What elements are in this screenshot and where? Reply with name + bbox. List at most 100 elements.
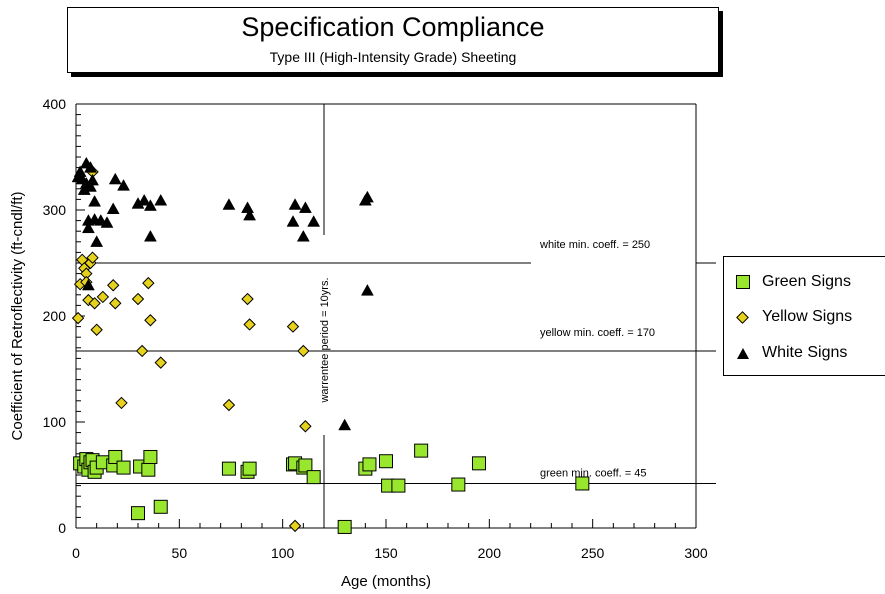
yellow-point (243, 318, 256, 331)
white-point (143, 199, 157, 211)
green-point (131, 506, 145, 521)
green-point (391, 478, 406, 493)
white-point (243, 208, 257, 221)
white-point (296, 229, 310, 242)
x-tick-label: 250 (581, 545, 605, 561)
white-point (298, 201, 312, 213)
data-points (71, 156, 590, 534)
yellow-point (286, 320, 300, 333)
yellow-point (96, 290, 110, 304)
y-axis-label: Coefficient of Retroflectivity (ft-cndl/… (9, 192, 26, 441)
yellow-point (297, 344, 310, 358)
x-tick-label: 0 (72, 545, 80, 561)
yellow-point (299, 420, 312, 433)
white-point (338, 418, 352, 431)
white-point (88, 195, 102, 207)
y-tick-label: 300 (43, 202, 67, 218)
x-tick-label: 200 (478, 545, 502, 561)
y-tick-label: 400 (43, 96, 67, 112)
label-background (531, 235, 696, 257)
white-point (241, 201, 254, 213)
yellow-point (222, 398, 236, 412)
x-axis-label: Age (months) (341, 573, 431, 590)
white-point (137, 193, 151, 206)
green-point (472, 456, 486, 471)
legend: Green Signs Yellow Signs White Signs (723, 256, 885, 376)
y-tick-label: 200 (43, 308, 67, 324)
green-point (108, 449, 123, 464)
yellow-point (131, 292, 145, 306)
yellow-point (88, 297, 101, 310)
white-point (106, 202, 120, 214)
chart-title: Specification Compliance (241, 12, 545, 42)
yellow-point (241, 292, 254, 306)
legend-label-yellow-signs: Yellow Signs (762, 308, 853, 325)
x-tick-label: 300 (684, 545, 708, 561)
green-point (337, 519, 352, 534)
y-tick-label: 0 (58, 520, 66, 536)
green-point (116, 460, 131, 475)
white-point (143, 229, 157, 242)
yellow-point (71, 311, 85, 325)
square-marker-icon (736, 275, 750, 289)
legend-label-green-signs: Green Signs (762, 273, 851, 290)
legend-item-yellow-signs: Yellow Signs (736, 305, 852, 329)
white-point (286, 215, 300, 227)
green-point (379, 454, 393, 469)
green-point (306, 470, 321, 485)
white-point (81, 278, 95, 291)
series-square (73, 443, 590, 534)
chart-subtitle: Type III (High-Intensity Grade) Sheeting (269, 49, 517, 65)
axes: 0 100 200 300 400 0 50 100 150 200 250 300 Age (mont… (9, 96, 708, 590)
white-point (288, 198, 302, 210)
yellow-point (115, 396, 128, 410)
green-point (451, 477, 466, 492)
white-point (108, 172, 122, 185)
green-point (143, 449, 158, 464)
white-point (84, 161, 97, 173)
yellow-point (86, 251, 99, 264)
yellow-point (154, 356, 167, 369)
green-point (575, 476, 590, 491)
white-point (90, 235, 104, 247)
white-point (84, 180, 97, 192)
white-point (100, 216, 114, 228)
white-point (307, 215, 321, 227)
white-point (154, 193, 168, 206)
yellow-point (144, 314, 157, 327)
white-point (360, 284, 374, 296)
chart-title-box: Specification Compliance Type III (High-… (67, 7, 719, 73)
x-tick-label: 150 (374, 545, 398, 561)
yellow-point (135, 344, 149, 358)
white-point (222, 198, 236, 210)
diamond-marker-icon (736, 310, 749, 324)
min-coeff-label: yellow min. coeff. = 170 (540, 327, 655, 339)
yellow-point (288, 519, 302, 533)
green-point (141, 462, 156, 477)
reference-lines (76, 104, 716, 528)
yellow-point (142, 276, 155, 290)
green-point (242, 461, 257, 476)
y-tick-label: 100 (43, 414, 67, 430)
annotations: white min. coeff. = 250 yellow min. coeff… (319, 239, 655, 479)
yellow-point (106, 279, 120, 292)
green-point (414, 443, 429, 458)
white-point (86, 173, 99, 186)
white-point (117, 179, 130, 191)
legend-item-green-signs: Green Signs (736, 270, 851, 294)
warranty-label: warrentee period = 10yrs. (319, 277, 331, 403)
green-point (153, 499, 168, 514)
green-point (221, 461, 236, 476)
series-triangle (71, 156, 374, 431)
x-tick-label: 100 (271, 545, 295, 561)
yellow-point (109, 297, 122, 310)
min-coeff-label: white min. coeff. = 250 (539, 239, 650, 251)
triangle-marker-icon (737, 347, 749, 359)
legend-item-white-signs: White Signs (736, 341, 847, 365)
white-point (360, 190, 374, 203)
x-tick-label: 50 (172, 545, 188, 561)
white-point (81, 221, 95, 234)
yellow-point (90, 323, 103, 336)
green-point (362, 457, 377, 472)
